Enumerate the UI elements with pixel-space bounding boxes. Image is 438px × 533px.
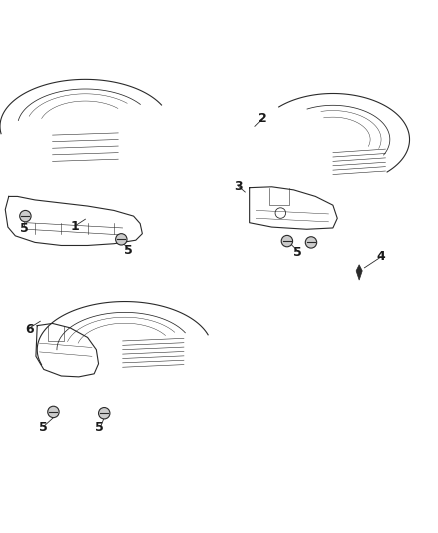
Circle shape [281,236,293,247]
Circle shape [99,408,110,419]
Polygon shape [356,265,362,280]
Text: 1: 1 [70,220,79,233]
Text: 5: 5 [124,244,132,257]
Text: 3: 3 [234,180,243,193]
Text: 5: 5 [39,421,47,434]
Text: 5: 5 [20,222,28,235]
Text: 4: 4 [377,251,385,263]
Circle shape [305,237,317,248]
Circle shape [20,211,31,222]
Circle shape [116,233,127,245]
Text: 5: 5 [293,246,302,259]
Text: 5: 5 [95,421,104,434]
Text: 6: 6 [25,322,34,336]
Circle shape [48,406,59,418]
Text: 2: 2 [258,112,267,125]
